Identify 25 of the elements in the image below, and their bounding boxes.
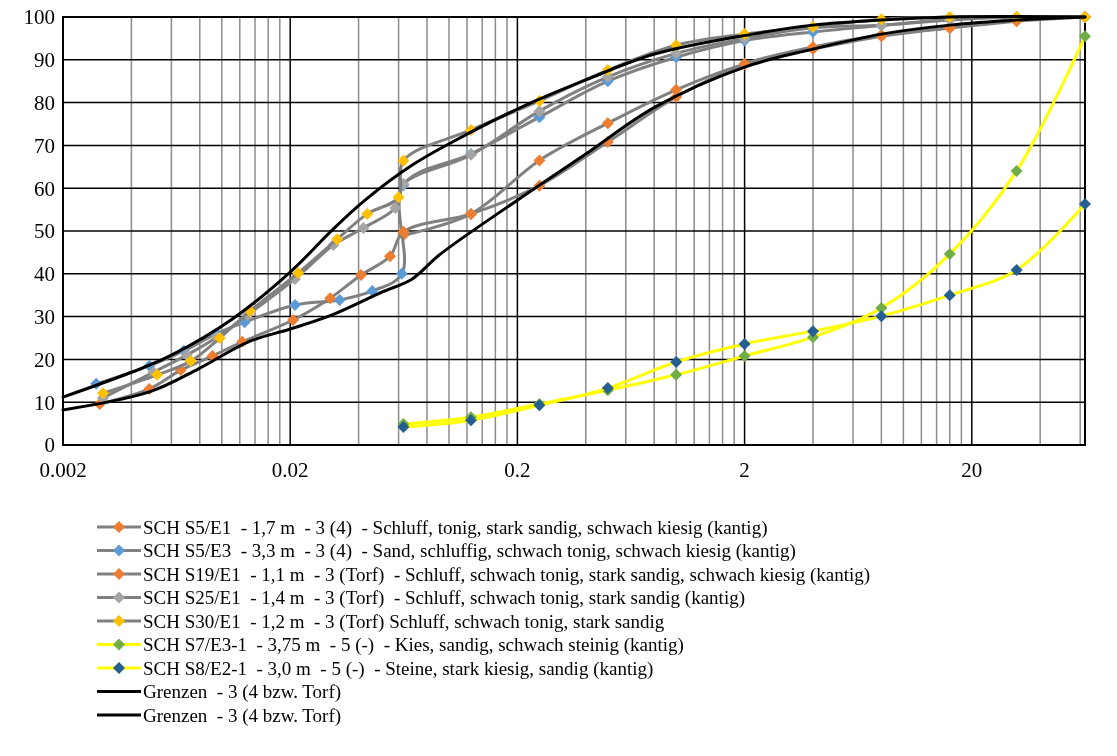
legend-label: SCH S5/E3 - 3,3 m - 3 (4) - Sand, schluffig, schwach tonig, schwach kiesig (kantig)	[143, 540, 796, 563]
y-tick-label: 40	[34, 262, 55, 287]
y-tick-label: 70	[34, 133, 55, 158]
x-tick-label: 0.2	[504, 458, 531, 482]
legend-label: Grenzen - 3 (4 bzw. Torf)	[143, 681, 342, 704]
legend-label: Grenzen - 3 (4 bzw. Torf)	[143, 704, 342, 727]
y-tick-label: 20	[34, 347, 55, 372]
legend-label: SCH S5/E1 - 1,7 m - 3 (4) - Schluff, tonig, stark sandig, schwach kiesig (kantig)	[143, 516, 768, 539]
y-tick-label: 10	[34, 390, 55, 415]
x-tick-label: 20	[961, 458, 983, 482]
x-tick-label: 2	[739, 458, 750, 482]
legend-label: SCH S8/E2-1 - 3,0 m - 5 (-) - Steine, stark kiesig, sandig (kantig)	[143, 657, 654, 680]
y-tick-label: 100	[23, 5, 55, 30]
x-tick-label: 0.02	[271, 458, 309, 482]
x-tick-label: 0.002	[39, 458, 87, 482]
y-tick-label: 80	[34, 90, 55, 115]
y-tick-label: 0	[44, 433, 55, 458]
legend-label: SCH S25/E1 - 1,4 m - 3 (Torf) - Schluff, schwach tonig, stark sandig (kantig)	[143, 587, 746, 610]
legend-label: SCH S19/E1 - 1,1 m - 3 (Torf) - Schluff, schwach tonig, stark sandig, schwach kiesig (kantig)	[143, 563, 871, 586]
y-tick-label: 90	[34, 48, 55, 73]
y-tick-label: 50	[34, 219, 55, 244]
y-tick-label: 30	[34, 304, 55, 329]
legend-label: SCH S30/E1 - 1,2 m - 3 (Torf) Schluff, schwach tonig, stark sandig	[143, 610, 665, 633]
legend-label: SCH S7/E3-1 - 3,75 m - 5 (-) - Kies, sandig, schwach steinig (kantig)	[143, 634, 684, 657]
y-tick-label: 60	[34, 176, 55, 201]
